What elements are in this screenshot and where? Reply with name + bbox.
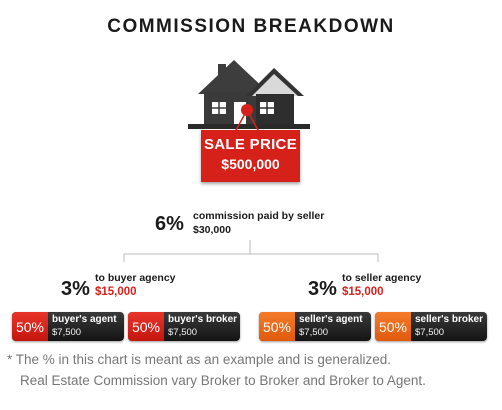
buyer-agency-amount: $15,000 [95, 286, 137, 298]
seller-agency-label: to seller agency [342, 272, 422, 284]
sellers-broker-percent: 50% [375, 312, 411, 341]
buyers-broker-role: buyer's broker [168, 314, 238, 325]
sale-price-box: SALE PRICE $500,000 [201, 130, 300, 182]
buyer-agency-percent: 3% [61, 278, 90, 300]
sellers-agent-percent: 50% [259, 312, 295, 341]
sellers-agent-role: seller's agent [299, 314, 363, 325]
footnote-line-1: * The % in this chart is meant as an exa… [7, 352, 391, 367]
buyers-agent-percent: 50% [12, 312, 48, 341]
buyers-agent-amount: $7,500 [52, 327, 82, 338]
commission-percent: 6% [155, 213, 184, 235]
sale-price-value: $500,000 [221, 156, 280, 172]
sellers-agent-chip: 50% seller's agent $7,500 [259, 312, 371, 341]
footnote-line-2: Real Estate Commission vary Broker to Br… [20, 373, 426, 388]
house-icon [188, 60, 310, 132]
buyers-broker-chip: 50% buyer's broker $7,500 [128, 312, 240, 341]
sellers-broker-role: seller's broker [415, 314, 483, 325]
sellers-agent-amount: $7,500 [299, 327, 329, 338]
sale-price-label: SALE PRICE [203, 136, 297, 153]
buyers-agent-role: buyer's agent [52, 314, 117, 325]
buyer-agency-label: to buyer agency [95, 272, 176, 284]
buyers-broker-percent: 50% [128, 312, 164, 341]
commission-label: commission paid by seller [193, 210, 325, 222]
commission-amount: $30,000 [193, 224, 231, 236]
sellers-broker-chip: 50% seller's broker $7,500 [375, 312, 487, 341]
buyers-agent-chip: 50% buyer's agent $7,500 [12, 312, 124, 341]
buyers-broker-amount: $7,500 [168, 327, 198, 338]
sellers-broker-amount: $7,500 [415, 327, 445, 338]
seller-agency-percent: 3% [308, 278, 337, 300]
seller-agency-amount: $15,000 [342, 286, 384, 298]
diagram-title: COMMISSION BREAKDOWN [107, 16, 395, 37]
